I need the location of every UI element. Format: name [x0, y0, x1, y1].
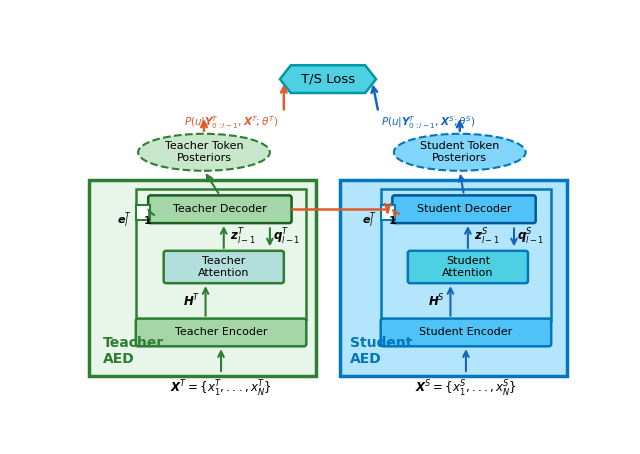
FancyBboxPatch shape: [148, 195, 292, 223]
Ellipse shape: [138, 134, 270, 171]
Text: $\boldsymbol{1}$: $\boldsymbol{1}$: [388, 214, 397, 226]
FancyBboxPatch shape: [136, 189, 307, 320]
FancyBboxPatch shape: [381, 319, 551, 346]
FancyBboxPatch shape: [381, 205, 395, 220]
FancyBboxPatch shape: [340, 180, 566, 376]
Text: $\boldsymbol{H}^T$: $\boldsymbol{H}^T$: [183, 292, 200, 309]
Text: Student Decoder: Student Decoder: [417, 204, 511, 214]
Text: $\boldsymbol{1}$: $\boldsymbol{1}$: [143, 214, 152, 226]
Text: $P(u|\boldsymbol{Y}^T_{0:l-1}, \boldsymbol{X}^T; \theta^T)$: $P(u|\boldsymbol{Y}^T_{0:l-1}, \boldsymb…: [184, 114, 278, 131]
Text: $\boldsymbol{X}^S = \{x^S_1, ..., x^S_N\}$: $\boldsymbol{X}^S = \{x^S_1, ..., x^S_N\…: [415, 380, 517, 400]
Text: $\boldsymbol{H}^S$: $\boldsymbol{H}^S$: [428, 292, 445, 309]
Text: $\boldsymbol{q}^S_{l-1}$: $\boldsymbol{q}^S_{l-1}$: [517, 227, 545, 247]
Text: $\boldsymbol{z}^T_{l-1}$: $\boldsymbol{z}^T_{l-1}$: [230, 227, 256, 247]
Text: $\boldsymbol{z}^S_{l-1}$: $\boldsymbol{z}^S_{l-1}$: [474, 227, 500, 247]
Text: Teacher Encoder: Teacher Encoder: [175, 327, 268, 337]
Text: $\boldsymbol{q}^T_{l-1}$: $\boldsymbol{q}^T_{l-1}$: [273, 227, 301, 247]
FancyBboxPatch shape: [408, 251, 528, 283]
FancyBboxPatch shape: [381, 189, 551, 320]
Text: $P(u|\boldsymbol{Y}^T_{0:l-1}, \boldsymbol{X}^S; \theta^S)$: $P(u|\boldsymbol{Y}^T_{0:l-1}, \boldsymb…: [381, 114, 476, 131]
Text: $\boldsymbol{X}^T = \{x^T_1, ..., x^T_N\}$: $\boldsymbol{X}^T = \{x^T_1, ..., x^T_N\…: [170, 380, 272, 400]
FancyBboxPatch shape: [90, 180, 316, 376]
Text: Student Token
Posteriors: Student Token Posteriors: [420, 142, 499, 163]
Text: Student Encoder: Student Encoder: [419, 327, 513, 337]
Text: Teacher
Attention: Teacher Attention: [198, 256, 250, 278]
FancyBboxPatch shape: [136, 205, 150, 220]
Text: $\boldsymbol{e}^T_{l}$: $\boldsymbol{e}^T_{l}$: [362, 210, 377, 230]
FancyBboxPatch shape: [164, 251, 284, 283]
Text: Student
Attention: Student Attention: [442, 256, 493, 278]
Text: Teacher
AED: Teacher AED: [103, 336, 164, 366]
Text: Teacher Decoder: Teacher Decoder: [173, 204, 267, 214]
FancyBboxPatch shape: [136, 319, 307, 346]
Text: $\boldsymbol{e}^T_{l}$: $\boldsymbol{e}^T_{l}$: [117, 210, 132, 230]
Text: T/S Loss: T/S Loss: [301, 73, 355, 86]
Ellipse shape: [394, 134, 525, 171]
FancyBboxPatch shape: [392, 195, 536, 223]
Text: Student
AED: Student AED: [349, 336, 412, 366]
Polygon shape: [280, 65, 376, 93]
Text: Teacher Token
Posteriors: Teacher Token Posteriors: [164, 142, 243, 163]
